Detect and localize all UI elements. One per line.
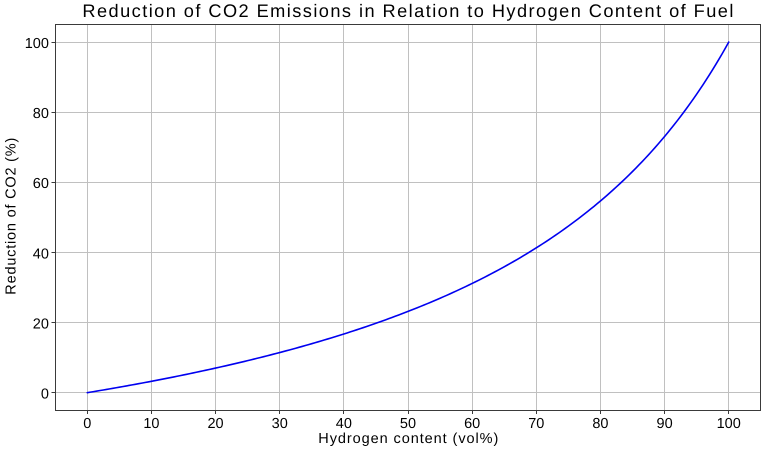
svg-text:10: 10: [143, 416, 159, 432]
svg-text:30: 30: [272, 416, 288, 432]
svg-text:100: 100: [717, 416, 741, 432]
svg-text:Reduction of CO2 (%): Reduction of CO2 (%): [4, 138, 20, 295]
svg-text:80: 80: [592, 416, 608, 432]
svg-text:60: 60: [33, 176, 49, 192]
svg-text:0: 0: [41, 386, 49, 402]
svg-text:Hydrogen content (vol%): Hydrogen content (vol%): [318, 431, 498, 447]
svg-text:90: 90: [657, 416, 673, 432]
svg-text:40: 40: [33, 246, 49, 262]
svg-text:70: 70: [528, 416, 544, 432]
svg-text:20: 20: [33, 316, 49, 332]
svg-text:50: 50: [400, 416, 416, 432]
svg-text:0: 0: [83, 416, 91, 432]
svg-text:40: 40: [336, 416, 352, 432]
svg-text:80: 80: [33, 106, 49, 122]
svg-text:20: 20: [207, 416, 223, 432]
svg-text:60: 60: [464, 416, 480, 432]
svg-text:Reduction of CO2 Emissions in: Reduction of CO2 Emissions in Relation t…: [82, 1, 733, 21]
svg-text:100: 100: [25, 36, 49, 52]
